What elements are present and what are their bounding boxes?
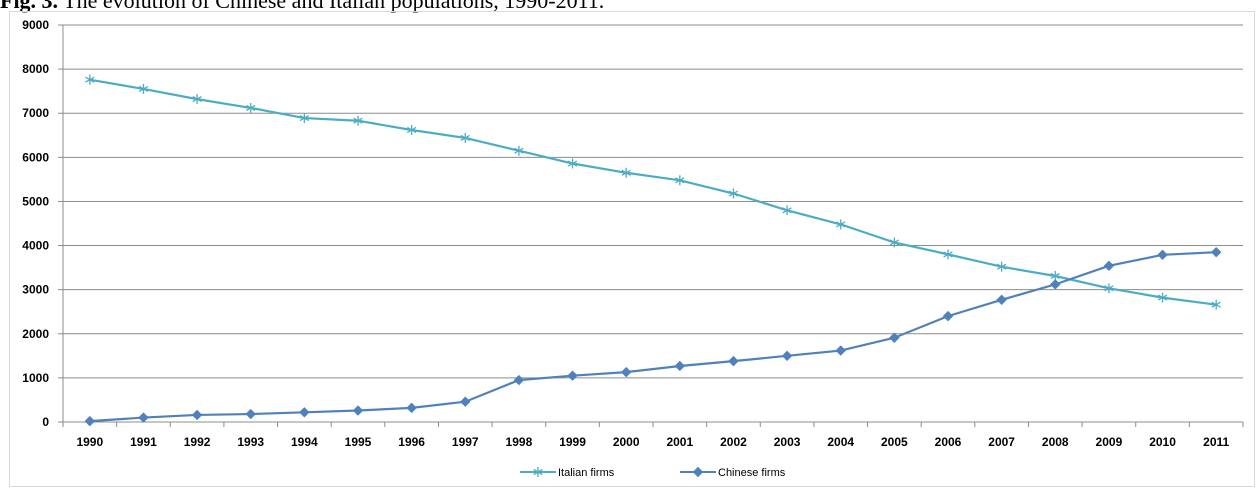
x-tick-label: 2006 <box>935 435 962 449</box>
data-point <box>460 132 470 143</box>
x-tick-label: 2009 <box>1096 435 1123 449</box>
x-tick-label: 2011 <box>1203 435 1229 449</box>
data-point <box>996 294 1007 306</box>
data-point <box>567 158 578 169</box>
x-tick-label: 1994 <box>291 435 318 449</box>
y-tick-label: 4000 <box>22 239 49 253</box>
data-point <box>621 167 631 178</box>
x-tick-label: 1992 <box>184 435 211 449</box>
x-tick-label: 1993 <box>237 435 264 449</box>
x-tick-label: 1999 <box>559 435 586 449</box>
y-tick-label: 0 <box>42 415 49 429</box>
data-point <box>1103 260 1115 272</box>
data-point <box>1050 279 1061 290</box>
data-point <box>513 374 525 386</box>
y-tick-label: 9000 <box>22 18 49 32</box>
data-point <box>299 113 310 124</box>
data-point <box>192 94 202 105</box>
x-tick-label: 1990 <box>76 435 103 449</box>
data-point <box>835 345 846 356</box>
data-point <box>782 205 792 216</box>
data-point <box>942 310 954 322</box>
x-tick-label: 1991 <box>130 435 157 449</box>
data-point <box>1104 283 1114 294</box>
x-tick-label: 2003 <box>774 435 801 449</box>
legend-item: Chinese firms <box>680 466 786 479</box>
legend: Italian firms Chinese firms <box>520 466 786 479</box>
legend-label: Chinese firms <box>718 467 786 479</box>
data-point <box>514 145 524 156</box>
x-tick-label: 1995 <box>345 435 372 449</box>
data-point <box>675 175 685 186</box>
series-group <box>84 74 1222 427</box>
data-point <box>245 408 256 420</box>
legend-marker <box>692 466 704 478</box>
series-chinese-firms <box>84 246 1222 427</box>
data-point <box>460 396 471 407</box>
x-tick-label: 2000 <box>613 435 640 449</box>
series-italian-firms <box>85 74 1221 310</box>
data-point <box>191 409 203 421</box>
data-point <box>943 249 953 260</box>
legend-item: Italian firms <box>520 467 615 479</box>
data-point <box>406 124 417 135</box>
data-point <box>84 415 96 427</box>
x-tick-label: 2010 <box>1149 435 1176 449</box>
y-tick-label: 3000 <box>22 283 49 297</box>
x-tick-label: 2005 <box>881 435 908 449</box>
figure-caption: Fig. 3. The evolution of Chinese and Ita… <box>0 0 604 14</box>
x-tick-label: 2001 <box>666 435 693 449</box>
x-tick-label: 2007 <box>988 435 1015 449</box>
data-point <box>620 366 632 378</box>
data-point <box>299 407 310 418</box>
series-line <box>89 251 1217 423</box>
x-tick-label: 1996 <box>398 435 425 449</box>
legend-marker <box>533 467 543 477</box>
data-point <box>406 402 417 414</box>
data-point <box>85 74 95 85</box>
data-point <box>138 412 149 423</box>
x-tick-label: 1997 <box>452 435 479 449</box>
chart-frame <box>9 11 1255 487</box>
data-point <box>353 115 363 126</box>
data-point <box>352 405 364 416</box>
data-point <box>674 360 686 372</box>
data-point <box>836 219 846 230</box>
data-point <box>728 355 739 367</box>
y-tick-label: 6000 <box>22 150 49 164</box>
data-point <box>1211 299 1221 310</box>
y-tick-label: 7000 <box>22 106 49 120</box>
axes <box>58 24 1244 427</box>
x-tick-label: 2008 <box>1042 435 1069 449</box>
legend-label: Italian firms <box>558 467 615 479</box>
data-point <box>1157 249 1168 261</box>
figure-title: The evolution of Chinese and Italian pop… <box>58 0 605 13</box>
series-line <box>89 78 1217 306</box>
figure-label: Fig. 3. <box>0 0 59 13</box>
data-point <box>996 261 1007 272</box>
data-point <box>781 350 793 362</box>
x-tick-label: 1998 <box>506 435 533 449</box>
y-tick-label: 5000 <box>22 194 49 208</box>
data-point <box>246 102 256 113</box>
data-point <box>567 370 578 381</box>
x-tick-label: 2002 <box>720 435 747 449</box>
data-point <box>1157 292 1168 303</box>
y-tick-label: 2000 <box>22 327 49 341</box>
data-point <box>1210 246 1222 258</box>
y-tick-label: 1000 <box>22 371 49 385</box>
data-point <box>728 188 739 199</box>
gridlines <box>63 24 1243 379</box>
data-point <box>889 237 900 248</box>
data-point <box>138 83 149 94</box>
x-axis-ticks: 1990 1991 1992 1993 1994 1995 1996 1997 1998 1999… <box>76 435 1229 449</box>
y-axis-ticks: 0 1000 2000 3000 4000 5000 6000 7000 8000 9000 <box>22 18 49 429</box>
data-point <box>889 332 900 343</box>
x-tick-label: 2004 <box>827 435 854 449</box>
y-tick-label: 8000 <box>22 62 49 76</box>
